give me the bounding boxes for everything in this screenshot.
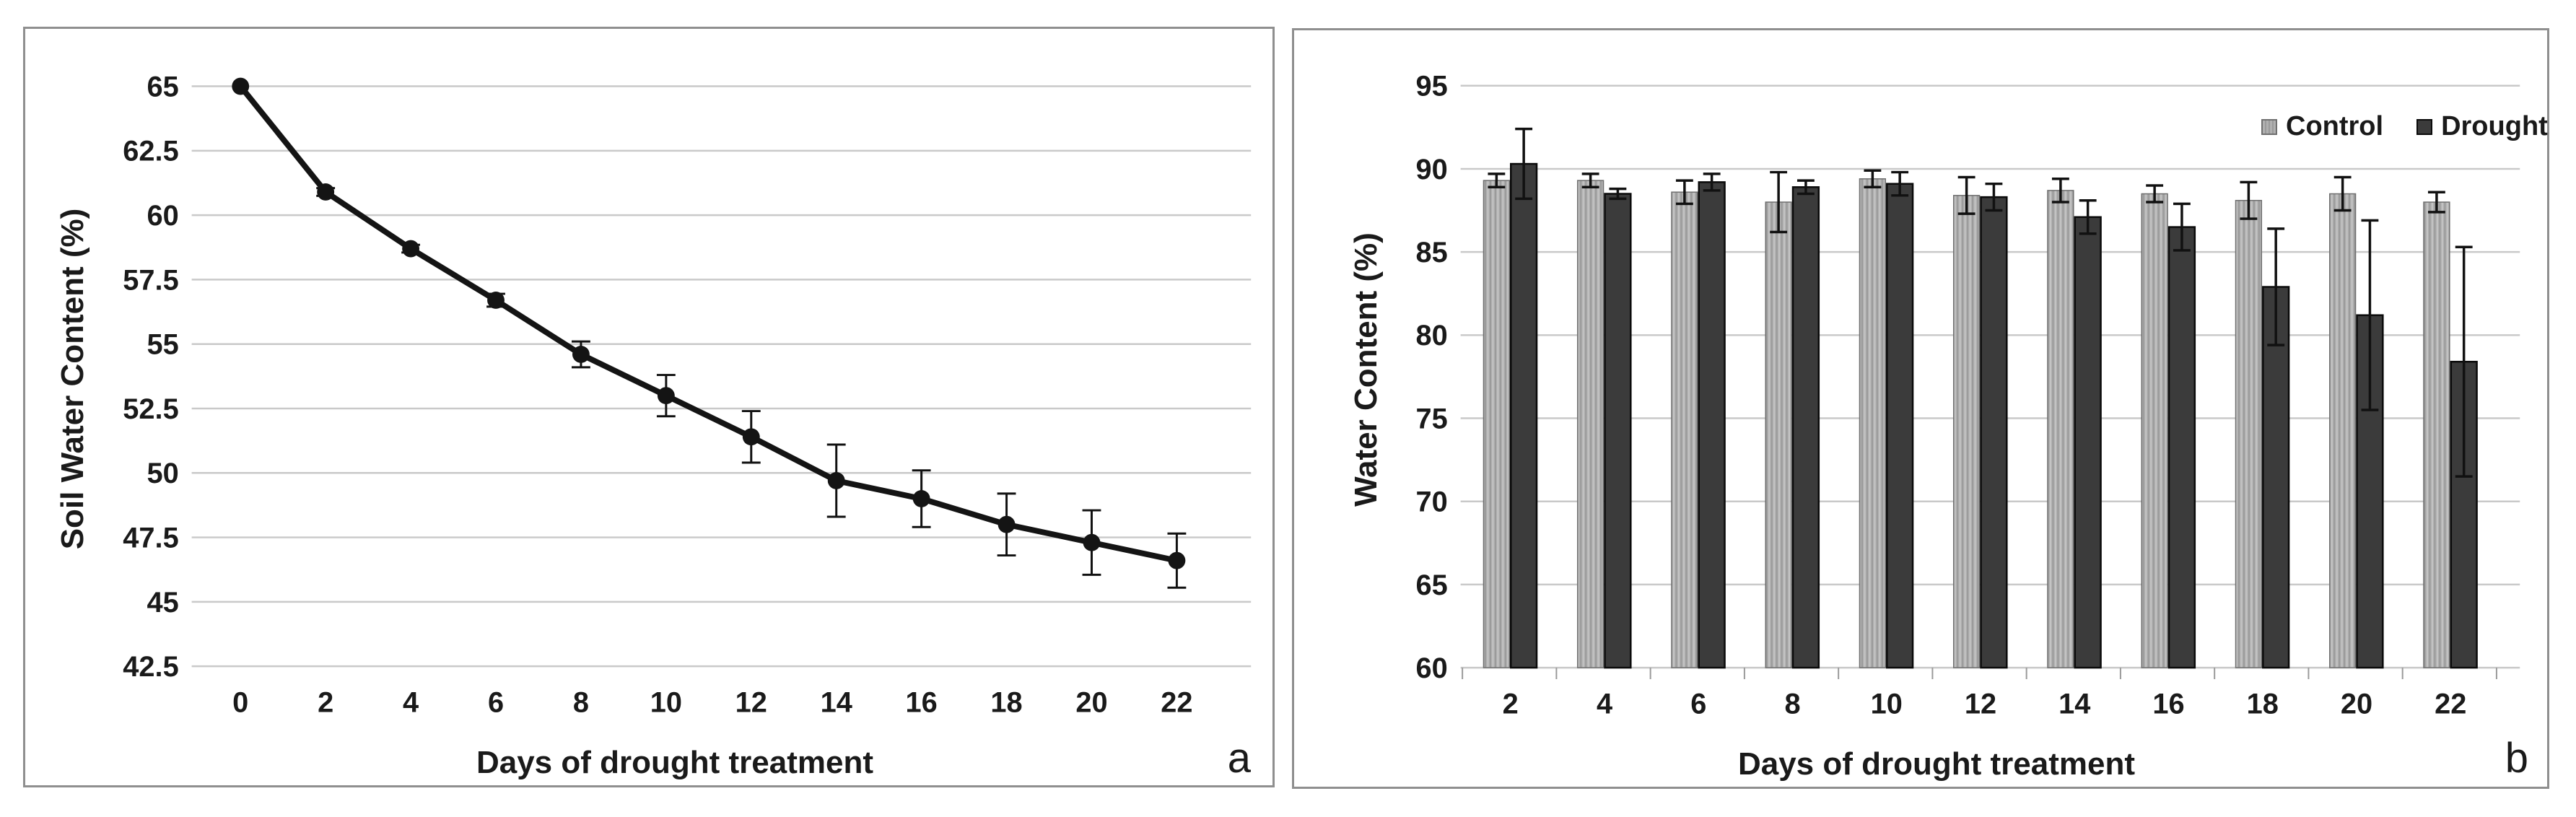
- y-tick-label: 60: [147, 200, 178, 232]
- x-tick-label: 2: [1503, 689, 1519, 720]
- legend-item-drought: Drought: [2416, 111, 2548, 142]
- data-point-marker: [1168, 551, 1186, 569]
- bar-control: [1765, 201, 1792, 668]
- x-tick-label: 22: [2435, 689, 2466, 720]
- x-tick-label: 8: [1784, 689, 1800, 720]
- legend: Control Drought: [2261, 111, 2548, 142]
- bar-control: [2235, 199, 2263, 668]
- data-point-marker: [572, 346, 590, 363]
- data-point-marker: [487, 292, 505, 309]
- x-tick-label: 14: [2058, 689, 2090, 720]
- control-swatch-icon: [2261, 118, 2277, 135]
- x-tick-label: 12: [735, 687, 767, 719]
- x-tick-label: 12: [1965, 689, 1996, 720]
- y-axis-title: Soil Water Content (%): [55, 208, 90, 550]
- bar-drought: [1886, 183, 1914, 669]
- bar-control: [2047, 190, 2074, 668]
- x-tick-label: 0: [232, 687, 248, 719]
- y-tick-label: 85: [1416, 237, 1448, 268]
- legend-label: Drought: [2441, 111, 2548, 141]
- y-tick-label: 52.5: [123, 393, 178, 425]
- bar-control: [1576, 180, 1604, 668]
- x-axis-title: Days of drought treatment: [1737, 746, 2136, 782]
- x-tick-label: 16: [906, 687, 938, 719]
- series-line: [237, 83, 1180, 564]
- panel-letter-b: b: [2505, 735, 2528, 782]
- y-axis-title: Water Content (%): [1348, 232, 1384, 507]
- drought-swatch-icon: [2416, 118, 2433, 135]
- x-tick-label: 20: [1075, 687, 1107, 719]
- x-tick-label: 18: [990, 687, 1022, 719]
- data-point-marker: [912, 490, 930, 507]
- y-tick-label: 60: [1416, 652, 1448, 684]
- y-tick-label: 80: [1416, 320, 1448, 351]
- y-tick-label: 62.5: [123, 136, 178, 167]
- data-point-marker: [827, 472, 845, 489]
- x-tick-label: 4: [403, 687, 419, 719]
- y-tick-label: 57.5: [123, 264, 178, 296]
- x-tick-label: 8: [573, 687, 589, 719]
- bar-drought: [1510, 162, 1538, 669]
- bar-drought: [2262, 286, 2290, 669]
- bar-drought: [1698, 181, 1726, 669]
- data-point-marker: [657, 387, 675, 405]
- data-point-marker: [742, 428, 760, 446]
- x-tick-label: 16: [2152, 689, 2184, 720]
- x-tick-label: 6: [1690, 689, 1706, 720]
- y-tick-label: 95: [1416, 71, 1448, 102]
- bar-control: [1952, 195, 1981, 668]
- line-chart-svg: 65 62.5 60 57.5 55 52.5 50 47.5 45 42.5 0 2 4 6 8 10 12 1…: [123, 71, 1252, 719]
- bar-drought: [1980, 196, 2008, 669]
- panel-letter-a: a: [1227, 735, 1251, 782]
- legend-item-control: Control: [2261, 111, 2383, 142]
- bar-drought: [2074, 216, 2102, 669]
- x-tick-label: 10: [650, 687, 682, 719]
- x-tick-label: 14: [821, 687, 852, 719]
- legend-label: Control: [2286, 111, 2384, 141]
- data-point-marker: [402, 240, 420, 258]
- data-point-marker: [997, 515, 1016, 533]
- y-tick-label: 75: [1416, 403, 1448, 434]
- x-axis-title: Days of drought treatment: [476, 745, 874, 780]
- y-tick-label: 55: [147, 329, 178, 361]
- bar-drought: [1604, 193, 1632, 669]
- data-point-marker: [1083, 533, 1101, 551]
- y-tick-label: 90: [1416, 154, 1448, 185]
- bar-drought: [1791, 186, 1820, 669]
- bar-control: [2141, 193, 2168, 668]
- panel-b-bar-chart: 95 90 85 80 75 70 65 60 2 4 6 8 10 12 14 16 18 20 22 Water…: [1292, 28, 2549, 789]
- bar-control: [1671, 191, 1698, 668]
- bar-control: [1483, 180, 1511, 668]
- panel-a-line-chart: 65 62.5 60 57.5 55 52.5 50 47.5 45 42.5 0 2 4 6 8 10 12 1…: [23, 27, 1275, 787]
- y-tick-label: 47.5: [123, 522, 178, 554]
- x-tick-label: 10: [1871, 689, 1903, 720]
- y-tick-label: 70: [1416, 486, 1448, 518]
- data-point-marker: [317, 183, 335, 201]
- x-tick-label: 18: [2247, 689, 2279, 720]
- x-tick-label: 20: [2341, 689, 2372, 720]
- y-tick-label: 50: [147, 458, 178, 489]
- bar-control: [2423, 201, 2450, 668]
- data-point-marker: [232, 77, 250, 95]
- y-tick-label: 65: [1416, 569, 1448, 601]
- y-tick-label: 42.5: [123, 651, 178, 683]
- bar-control: [2329, 193, 2357, 668]
- y-tick-label: 45: [147, 587, 178, 619]
- bar-chart-svg: 95 90 85 80 75 70 65 60 2 4 6 8 10 12 14 16 18 20 22: [1416, 71, 2520, 720]
- bar-drought: [2167, 226, 2196, 669]
- y-tick-label: 65: [147, 71, 178, 102]
- x-tick-label: 6: [488, 687, 504, 719]
- x-tick-label: 2: [318, 687, 333, 719]
- x-tick-label: 4: [1597, 689, 1612, 720]
- bar-control: [1859, 178, 1887, 668]
- x-tick-label: 22: [1161, 687, 1192, 719]
